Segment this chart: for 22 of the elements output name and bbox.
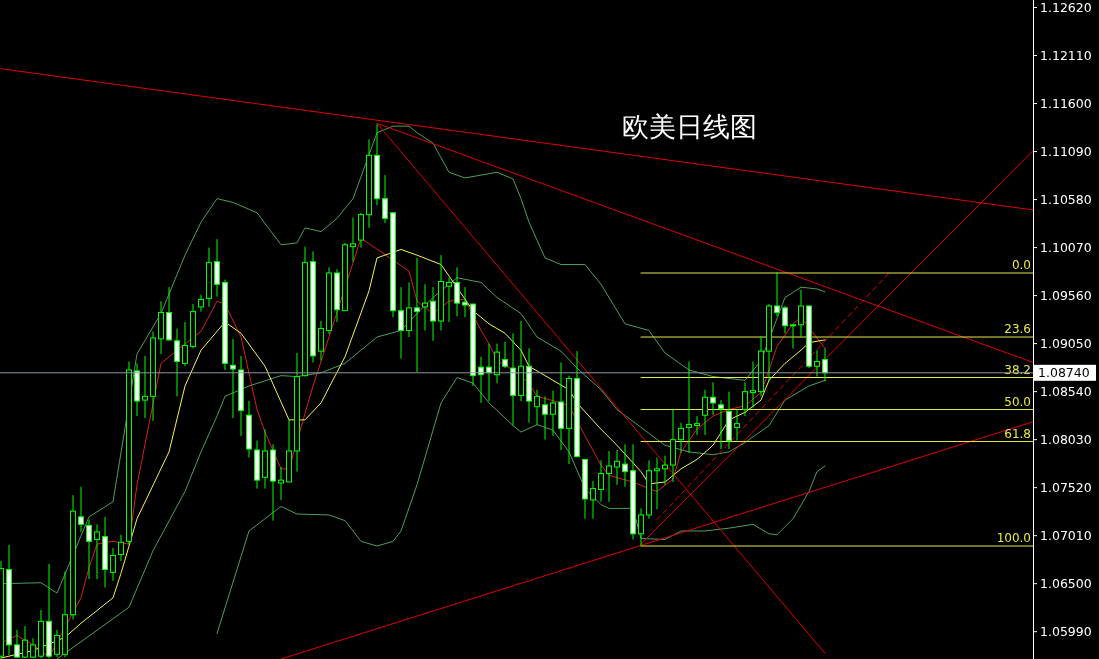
y-tick-label: 1.05990 [1040,624,1092,640]
series-label: 38.2 [1004,362,1031,377]
y-tick-label: 1.09050 [1040,336,1092,352]
y-tick-label: 1.12110 [1040,48,1092,64]
y-tick-label: 1.07010 [1040,528,1092,544]
y-tick-label: 1.08030 [1040,432,1092,448]
y-tick-label: 1.11090 [1040,144,1092,160]
y-tick-label: 1.06500 [1040,576,1092,592]
y-tick-label: 1.08540 [1040,384,1092,400]
series-label: 61.8 [1004,426,1031,441]
series-label: 23.6 [1004,322,1031,337]
y-tick-label: 1.10580 [1040,192,1092,208]
y-tick-label: 1.10070 [1040,240,1092,256]
ref-line-label: 1.08740 [1038,365,1090,381]
y-tick-label: 1.09560 [1040,288,1092,304]
series-label: 0.0 [1011,258,1031,273]
y-tick-label: 1.12620 [1040,0,1092,16]
series-label: 50.0 [1004,394,1031,409]
series-label: 100.0 [996,531,1031,546]
y-tick-label: 1.11600 [1040,96,1092,112]
y-tick-label: 1.07520 [1040,480,1092,496]
text: 欧美日线图 [622,111,757,142]
